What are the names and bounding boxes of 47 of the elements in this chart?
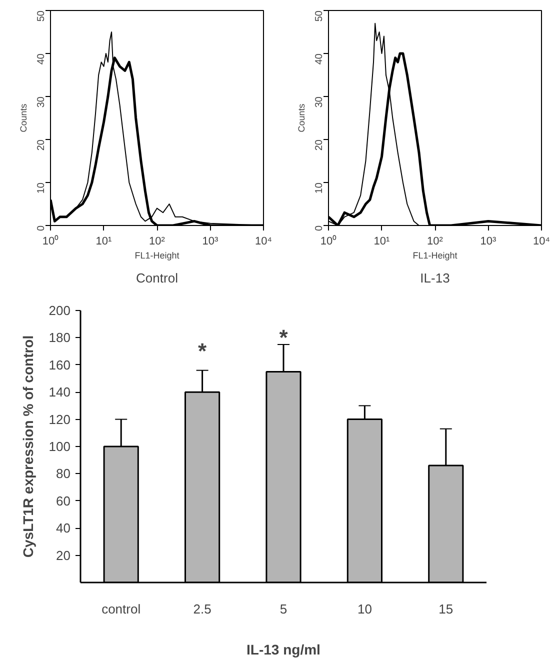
y-tick-label: 10 xyxy=(314,182,325,194)
x-tick-label: 10¹ xyxy=(374,236,390,248)
x-tick-label: 5 xyxy=(280,602,288,616)
y-axis-title: Counts xyxy=(296,103,306,132)
y-tick-label: 40 xyxy=(56,520,71,536)
y-axis-title: Counts xyxy=(18,103,28,132)
text: IL-13 xyxy=(420,270,450,286)
x-tick-label: 10⁴ xyxy=(255,236,272,248)
x-tick-label: 10 xyxy=(357,602,372,616)
annotation: * xyxy=(279,324,288,350)
annotation: * xyxy=(198,338,208,364)
y-tick-label: 40 xyxy=(314,53,325,65)
x-axis-title: IL-13 ng/ml xyxy=(246,642,320,658)
x-tick-label: 10⁰ xyxy=(42,234,59,248)
y-tick-label: 0 xyxy=(314,225,325,232)
x-tick-label: 15 xyxy=(438,602,454,616)
x-tick-label: 10³ xyxy=(202,236,219,248)
x-tick-label: 10² xyxy=(149,236,166,248)
x-axis-title: FL1-Height xyxy=(412,250,458,260)
y-tick-label: 20 xyxy=(36,139,47,151)
y-tick-label: 140 xyxy=(48,384,71,400)
x-tick-label: 10⁰ xyxy=(320,234,337,248)
y-tick-label: 120 xyxy=(48,412,71,427)
y-tick-label: 200 xyxy=(48,303,71,318)
y-tick-label: 50 xyxy=(36,10,47,22)
y-tick-label: 100 xyxy=(48,439,71,454)
y-tick-label: 0 xyxy=(36,225,47,232)
x-tick-label: control xyxy=(102,602,141,616)
x-tick-label: 2.5 xyxy=(193,602,212,616)
y-tick-label: 160 xyxy=(48,357,71,372)
y-tick-label: 10 xyxy=(36,182,47,194)
y-tick-label: 60 xyxy=(56,493,71,508)
y-tick-label: 40 xyxy=(36,53,47,65)
y-tick-label: 20 xyxy=(56,548,71,563)
y-tick-label: 30 xyxy=(314,96,325,108)
x-axis-title: FL1-Height xyxy=(134,250,180,260)
y-tick-label: 80 xyxy=(56,466,71,482)
y-tick-label: 180 xyxy=(48,330,71,346)
y-axis-title: CysLT1R expression % of control xyxy=(20,335,36,558)
x-tick-label: 10² xyxy=(427,236,444,248)
y-tick-label: 30 xyxy=(36,96,47,108)
y-tick-label: 20 xyxy=(314,139,325,151)
x-tick-label: 10³ xyxy=(480,236,497,248)
text: Control xyxy=(136,270,178,286)
y-tick-label: 50 xyxy=(314,10,325,22)
x-tick-label: 10⁴ xyxy=(533,236,550,248)
x-tick-label: 10¹ xyxy=(96,236,112,248)
